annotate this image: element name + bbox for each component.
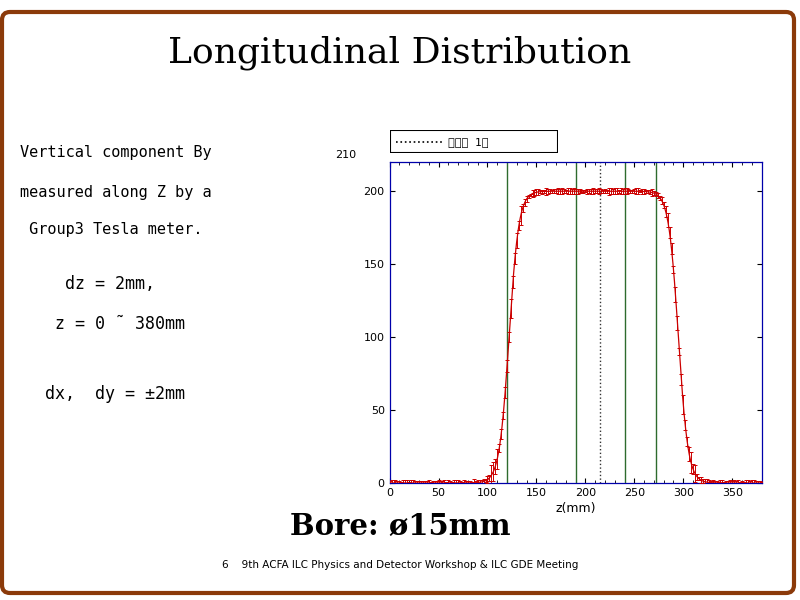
Text: Longitudinal Distribution: Longitudinal Distribution	[168, 35, 632, 70]
Text: z = 0 ˜ 380mm: z = 0 ˜ 380mm	[55, 315, 185, 333]
FancyBboxPatch shape	[2, 12, 794, 593]
Text: Vertical component By: Vertical component By	[20, 145, 212, 160]
Text: Group3 Tesla meter.: Group3 Tesla meter.	[20, 222, 202, 237]
Text: dz = 2mm,: dz = 2mm,	[65, 275, 155, 293]
FancyBboxPatch shape	[390, 130, 558, 153]
Text: Bore: ø15mm: Bore: ø15mm	[290, 512, 510, 541]
Text: dx,  dy = ±2mm: dx, dy = ±2mm	[45, 385, 185, 403]
Text: センタ 1つ: センタ 1つ	[448, 137, 489, 146]
Text: measured along Z by a: measured along Z by a	[20, 185, 212, 200]
X-axis label: z(mm): z(mm)	[555, 502, 596, 515]
Text: 210: 210	[335, 151, 356, 160]
Text: 6    9th ACFA ILC Physics and Detector Workshop & ILC GDE Meeting: 6 9th ACFA ILC Physics and Detector Work…	[222, 560, 578, 570]
